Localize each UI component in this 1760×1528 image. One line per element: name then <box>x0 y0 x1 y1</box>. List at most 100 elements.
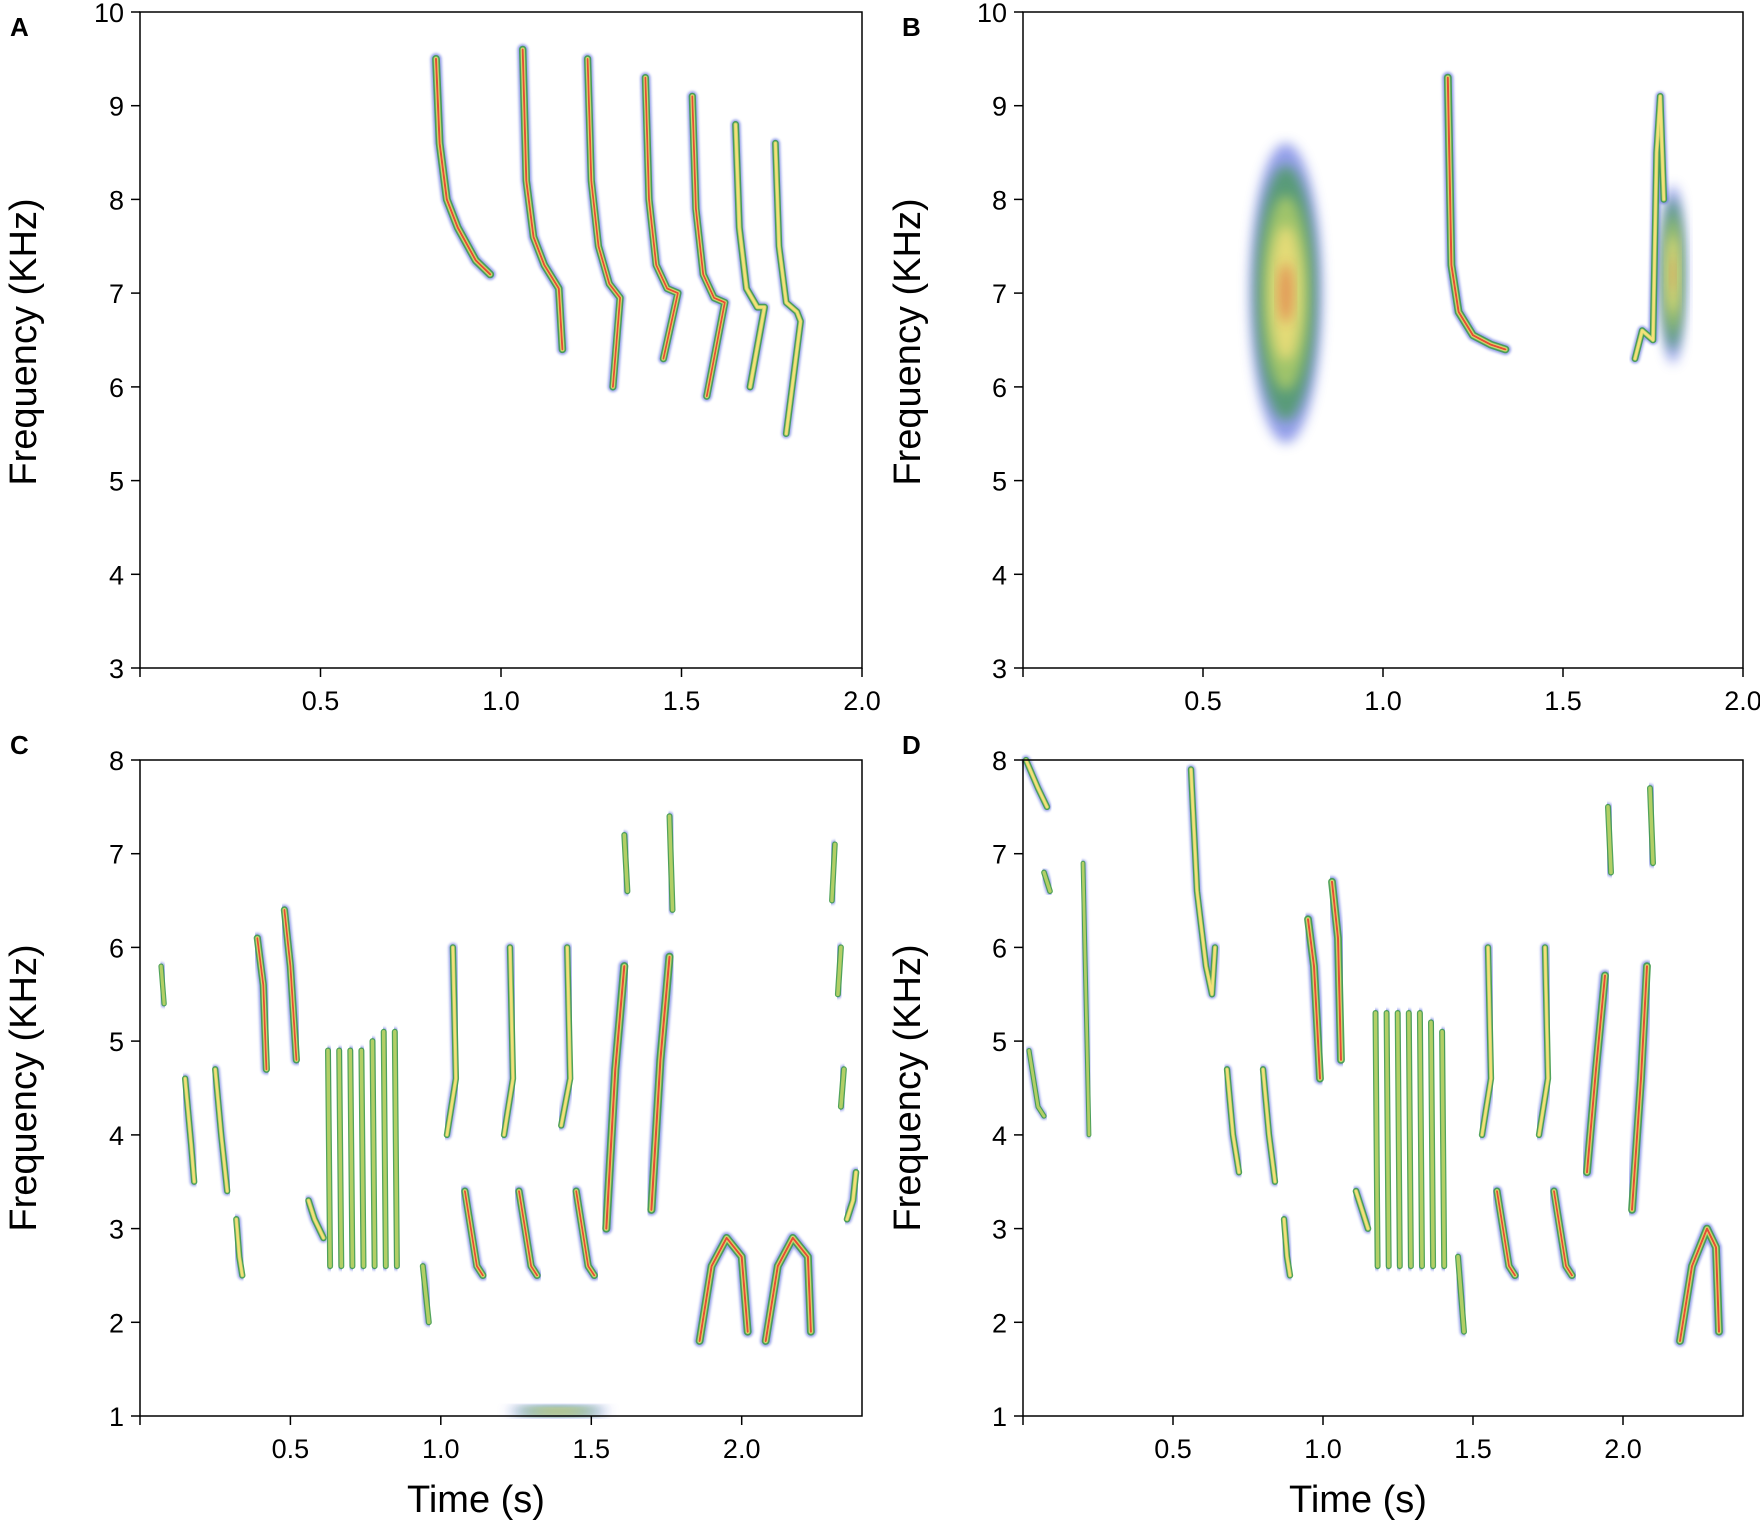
panel-c-note-4 <box>231 1214 247 1280</box>
panel-a-x-tick-label-4: 2.0 <box>843 686 881 716</box>
panel-c-note-11 <box>357 1046 368 1271</box>
panel-a-y-tick-label-7: 9 <box>109 92 124 122</box>
panel-c-note-30 <box>836 1065 849 1111</box>
panel-c-note-24 <box>645 951 676 1216</box>
panel-c-note-1 <box>157 962 168 1008</box>
panel-c-note-27 <box>760 1232 817 1347</box>
panel-a-marks <box>430 44 806 439</box>
panel-b-y-axis-label: Frequency (KHz) <box>887 198 929 485</box>
panel-c-note-20 <box>556 942 575 1130</box>
panel-c-x-tick-label-3: 1.5 <box>573 1434 611 1464</box>
panel-a-y-tick-label-4: 6 <box>109 373 124 403</box>
panel-c-note-21 <box>571 1185 600 1281</box>
panel-label-b: B <box>902 12 921 42</box>
panel-c-y-tick-label-4: 4 <box>109 1121 124 1151</box>
panel-c-y-ticks: 1 2 3 4 5 6 7 8 <box>109 746 140 1432</box>
panel-a-note-3 <box>582 53 626 393</box>
panel-d-note-28 <box>1674 1223 1725 1347</box>
panel-c-note-13 <box>379 1027 391 1271</box>
panel-d-note-9 <box>1302 913 1326 1085</box>
panel-b-y-ticks: 3 4 5 6 7 8 9 10 <box>977 0 1023 684</box>
panel-c-note-28 <box>827 840 839 905</box>
panel-b-blob-2 <box>1660 185 1686 364</box>
panel-c-y-tick-label-1: 1 <box>109 1402 124 1432</box>
panel-d-note-17 <box>1426 1018 1438 1271</box>
panel-d-note-6 <box>1222 1064 1244 1177</box>
panel-d-note-15 <box>1404 1008 1416 1271</box>
panel-d-y-tick-label-4: 4 <box>992 1121 1007 1151</box>
panel-c-note-12 <box>368 1036 379 1271</box>
panel-c-note-8 <box>323 1046 335 1271</box>
panel-d-y-tick-label-1: 1 <box>992 1402 1007 1432</box>
panel-d-note-22 <box>1534 942 1553 1140</box>
panel-b-x-tick-label-2: 1.0 <box>1364 686 1402 716</box>
panel-a-note-7 <box>770 138 806 439</box>
panel-a-note-2 <box>517 44 568 355</box>
panel-c-y-tick-label-3: 3 <box>109 1215 124 1245</box>
panel-c-marks <box>157 811 861 1417</box>
panel-c-note-6 <box>279 904 302 1066</box>
panel-d-note-19 <box>1453 1252 1469 1336</box>
panel-d-x-tick-label-4: 2.0 <box>1604 1434 1642 1464</box>
panel-c-note-23 <box>620 830 632 896</box>
panel-b-y-tick-label-1: 3 <box>992 654 1007 684</box>
panel-d-note-16 <box>1415 1008 1427 1271</box>
panel-b-x-ticks: 0.5 1.0 1.5 2.0 <box>1022 668 1760 716</box>
panel-d-note-20 <box>1477 942 1496 1140</box>
panel-a: A 0.5 1.0 1.5 2.0 3 4 5 6 7 8 9 10 Frequency (KHz) <box>3 0 881 716</box>
panel-b-y-tick-label-2: 4 <box>992 560 1007 590</box>
panel-c-note-15 <box>418 1261 434 1327</box>
panel-c-note-31 <box>842 1167 861 1224</box>
panel-c-y-tick-label-8: 8 <box>109 746 124 776</box>
panel-a-note-6 <box>730 119 770 392</box>
panel-c-note-14 <box>390 1027 402 1271</box>
panel-c-note-18 <box>499 942 518 1140</box>
panel-d-note-27 <box>1645 783 1658 868</box>
panel-a-x-tick-label-3: 1.5 <box>663 686 701 716</box>
panel-b-x-tick-label-3: 1.5 <box>1544 686 1582 716</box>
panel-a-y-tick-label-3: 5 <box>109 467 124 497</box>
panel-d-y-tick-label-5: 5 <box>992 1027 1007 1057</box>
panel-d-note-21 <box>1491 1185 1521 1281</box>
panel-d-note-8 <box>1279 1214 1295 1280</box>
panel-c-note-25 <box>665 811 677 915</box>
panel-d-note-23 <box>1548 1185 1578 1281</box>
panel-d-y-tick-label-3: 3 <box>992 1215 1007 1245</box>
panel-d-y-tick-label-7: 7 <box>992 840 1007 870</box>
panel-b-blob-1 <box>1249 143 1322 443</box>
panel-d-note-4 <box>1079 859 1093 1139</box>
panel-d-note-13 <box>1382 1008 1393 1271</box>
panel-c-note-7 <box>303 1195 329 1243</box>
panel-c-note-5 <box>252 932 272 1075</box>
panel-c-y-tick-label-2: 2 <box>109 1308 124 1338</box>
panel-d-note-12 <box>1371 1008 1382 1271</box>
panel-d-x-tick-label-3: 1.5 <box>1454 1434 1492 1464</box>
panel-d-y-tick-label-8: 8 <box>992 746 1007 776</box>
panel-a-y-tick-label-6: 8 <box>109 185 124 215</box>
panel-c-x-tick-label-1: 0.5 <box>272 1434 310 1464</box>
panel-a-y-tick-label-8: 10 <box>94 0 124 28</box>
panel-c-note-17 <box>459 1185 489 1281</box>
panel-d-note-2 <box>1039 868 1055 896</box>
panel-a-y-axis-label: Frequency (KHz) <box>3 198 45 485</box>
panel-c-note-29 <box>833 943 846 999</box>
panel-a-note-5 <box>687 91 730 402</box>
panel-a-x-tick-label-2: 1.0 <box>482 686 520 716</box>
panel-d-note-11 <box>1351 1186 1373 1234</box>
panel-a-y-tick-label-2: 4 <box>109 560 124 590</box>
panel-d-note-5 <box>1186 764 1220 999</box>
panel-b-x-tick-label-1: 0.5 <box>1184 686 1222 716</box>
panel-c-note-2 <box>180 1074 199 1187</box>
panel-c-y-tick-label-6: 6 <box>109 933 124 963</box>
panel-label-c: C <box>10 730 29 760</box>
panel-d-note-7 <box>1258 1064 1280 1187</box>
panel-d-note-3 <box>1025 1046 1048 1120</box>
panel-d-note-18 <box>1437 1027 1449 1271</box>
panel-c-x-tick-label-2: 1.0 <box>422 1434 460 1464</box>
panel-a-y-tick-label-1: 3 <box>109 654 124 684</box>
panel-a-y-tick-label-5: 7 <box>109 279 124 309</box>
panel-c-note-9 <box>334 1046 346 1271</box>
panel-a-x-tick-label-1: 0.5 <box>302 686 340 716</box>
